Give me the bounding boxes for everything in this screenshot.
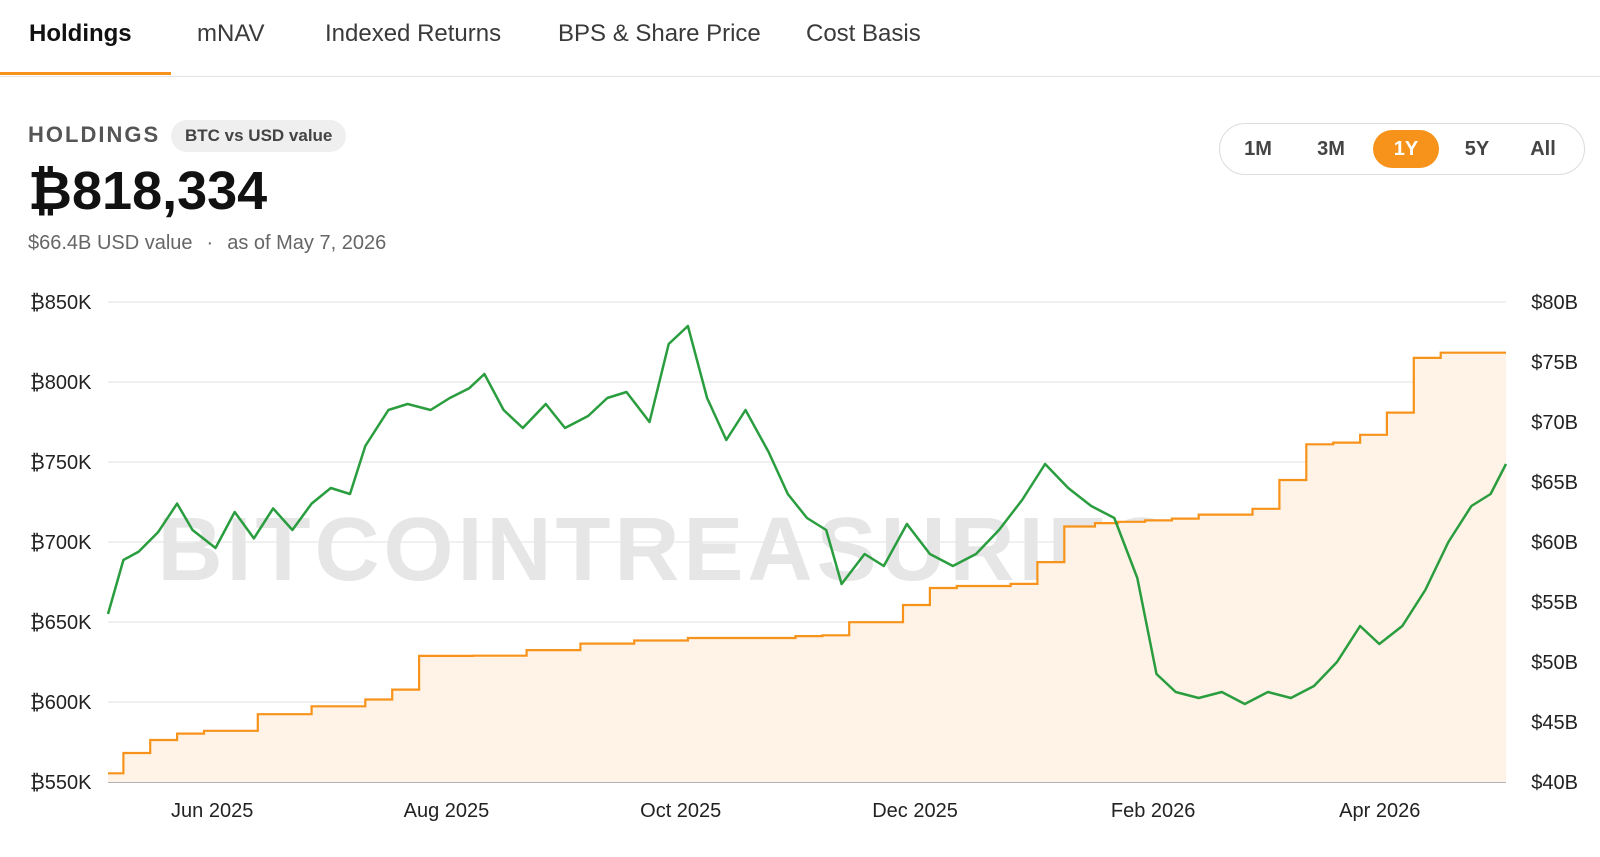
left-axis-tick-label: ₿800K bbox=[30, 372, 92, 394]
time-range-selector: 1M 3M 1Y 5Y All bbox=[1219, 123, 1585, 175]
right-axis-tick-label: $45B bbox=[1531, 712, 1578, 734]
right-axis-tick-label: $40B bbox=[1531, 772, 1578, 794]
left-axis-tick-label: ₿600K bbox=[30, 692, 92, 714]
separator-dot: · bbox=[206, 232, 214, 254]
usd-value-line bbox=[106, 324, 1508, 706]
x-axis-tick-label: Apr 2026 bbox=[1339, 800, 1420, 822]
right-axis-tick-label: $55B bbox=[1531, 592, 1578, 614]
x-axis-tick-label: Dec 2025 bbox=[872, 800, 958, 822]
as-of-date: as of May 7, 2026 bbox=[227, 232, 387, 254]
btc-holdings-value: ₿818,334 bbox=[28, 161, 268, 221]
btc-vs-usd-badge[interactable]: BTC vs USD value bbox=[171, 120, 347, 152]
right-axis-tick-label: $70B bbox=[1531, 412, 1578, 434]
tab-holdings[interactable]: Holdings bbox=[29, 20, 132, 47]
active-tab-indicator bbox=[0, 72, 171, 75]
right-axis-tick-label: $80B bbox=[1531, 292, 1578, 314]
left-axis-tick-label: ₿550K bbox=[30, 772, 92, 794]
right-axis-tick-label: $75B bbox=[1531, 352, 1578, 374]
tab-mnav[interactable]: mNAV bbox=[197, 20, 265, 47]
right-axis-tick-label: $50B bbox=[1531, 652, 1578, 674]
usd-value: $66.4B USD value bbox=[28, 232, 193, 254]
right-axis-tick-label: $60B bbox=[1531, 532, 1578, 554]
range-1y-button[interactable]: 1Y bbox=[1373, 130, 1439, 168]
holdings-chart: BITCOINTREASURIES.NET₿850K₿800K₿750K₿700… bbox=[30, 292, 1578, 822]
left-axis-tick-label: ₿700K bbox=[30, 532, 92, 554]
tab-indexed-returns[interactable]: Indexed Returns bbox=[325, 20, 502, 47]
tab-bar: Holdings mNAV Indexed Returns BPS & Shar… bbox=[0, 0, 1600, 77]
x-axis-tick-label: Oct 2025 bbox=[640, 800, 721, 822]
left-axis-tick-label: ₿650K bbox=[30, 612, 92, 634]
left-axis-tick-label: ₿750K bbox=[30, 452, 92, 474]
range-3m-button[interactable]: 3M bbox=[1317, 138, 1345, 160]
x-axis-tick-label: Aug 2025 bbox=[404, 800, 490, 822]
subtitle-line: $66.4B USD value · as of May 7, 2026 bbox=[28, 232, 386, 255]
section-label: HOLDINGS bbox=[28, 122, 161, 147]
tab-cost-basis[interactable]: Cost Basis bbox=[806, 20, 921, 47]
x-axis-tick-label: Feb 2026 bbox=[1111, 800, 1196, 822]
btc-holdings-line bbox=[108, 351, 1506, 775]
tab-bps-share-price[interactable]: BPS & Share Price bbox=[558, 20, 761, 47]
range-5y-button[interactable]: 5Y bbox=[1464, 138, 1490, 160]
left-axis-tick-label: ₿850K bbox=[30, 292, 92, 314]
x-axis-tick-label: Jun 2025 bbox=[171, 800, 253, 822]
range-1m-button[interactable]: 1M bbox=[1244, 138, 1272, 160]
right-axis-tick-label: $65B bbox=[1531, 472, 1578, 494]
range-all-button[interactable]: All bbox=[1530, 138, 1556, 160]
